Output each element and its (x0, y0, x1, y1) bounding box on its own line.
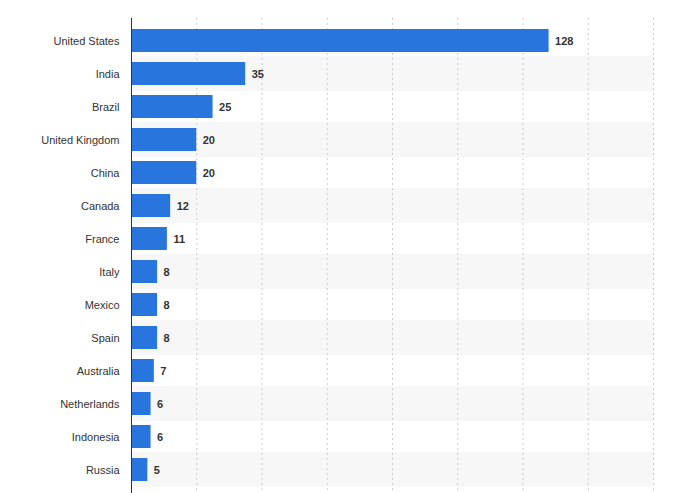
svg-text:Indonesia: Indonesia (72, 431, 121, 443)
svg-text:7: 7 (160, 365, 166, 377)
svg-text:India: India (96, 68, 121, 80)
svg-text:Russia: Russia (86, 464, 121, 476)
svg-text:25: 25 (219, 101, 231, 113)
svg-text:United Kingdom: United Kingdom (41, 134, 119, 146)
svg-text:20: 20 (203, 167, 215, 179)
svg-text:United States: United States (53, 35, 120, 47)
svg-text:France: France (85, 233, 119, 245)
svg-text:Australia: Australia (77, 365, 121, 377)
svg-text:128: 128 (555, 35, 573, 47)
svg-text:6: 6 (157, 431, 163, 443)
svg-text:8: 8 (164, 332, 170, 344)
svg-text:6: 6 (157, 398, 163, 410)
svg-text:Netherlands: Netherlands (60, 398, 120, 410)
svg-text:11: 11 (173, 233, 185, 245)
svg-text:Spain: Spain (91, 332, 119, 344)
svg-text:Mexico: Mexico (85, 299, 120, 311)
svg-text:20: 20 (203, 134, 215, 146)
svg-text:Italy: Italy (99, 266, 120, 278)
svg-text:Brazil: Brazil (92, 101, 120, 113)
svg-text:Canada: Canada (81, 200, 120, 212)
svg-text:12: 12 (177, 200, 189, 212)
svg-text:China: China (91, 167, 121, 179)
svg-text:8: 8 (164, 299, 170, 311)
svg-text:5: 5 (154, 464, 160, 476)
svg-text:8: 8 (164, 266, 170, 278)
svg-text:35: 35 (252, 68, 264, 80)
